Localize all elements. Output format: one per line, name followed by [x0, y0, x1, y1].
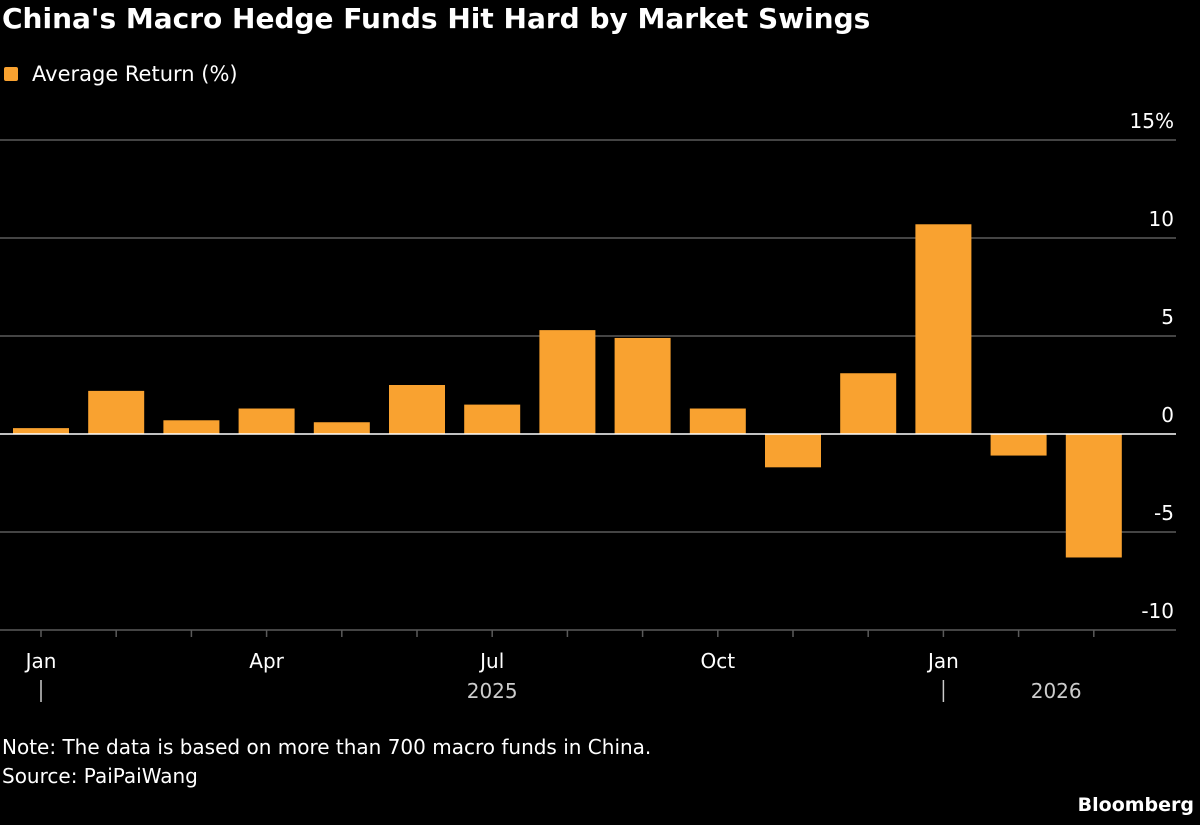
bar-2025-11	[765, 434, 821, 468]
bar-2025-09	[614, 337, 671, 434]
y-tick-label-3: 0	[1161, 403, 1174, 427]
bar-2025-07	[464, 404, 521, 434]
bar-chart: 15% 10 5 0 -5 -10 Jan Apr Jul Oct Jan 2025 2026	[0, 109, 1176, 703]
legend-swatch	[4, 67, 18, 81]
note-text: Note: The data is based on more than 700…	[2, 735, 652, 759]
bar-2026-03	[1065, 434, 1122, 558]
bar-2025-08	[539, 330, 596, 434]
bar-2025-01	[13, 428, 69, 434]
bar-2025-02	[88, 390, 145, 434]
bar-2025-03	[163, 420, 220, 434]
bar-2026-01	[915, 224, 972, 434]
y-tick-label-1: 10	[1149, 207, 1174, 231]
bar-2025-06	[389, 385, 445, 434]
legend-label: Average Return (%)	[32, 62, 238, 86]
bar-2025-05	[313, 422, 370, 434]
x-tick-label-3: Oct	[701, 649, 736, 673]
x-tick-label-1: Apr	[249, 649, 284, 673]
bloomberg-logo: Bloomberg	[1077, 794, 1194, 816]
x-tick-label-4: Jan	[926, 649, 959, 673]
bar-2025-10	[689, 408, 746, 434]
y-tick-label-2: 5	[1161, 305, 1174, 329]
legend: Average Return (%)	[4, 62, 238, 86]
x-tick-label-2: Jul	[478, 649, 504, 673]
bar-2026-02	[990, 434, 1047, 456]
bar-2025-04	[238, 408, 295, 434]
x-tick-label-0: Jan	[24, 649, 57, 673]
y-tick-label-5: -10	[1141, 599, 1174, 623]
chart-title: China's Macro Hedge Funds Hit Hard by Ma…	[2, 2, 871, 35]
bar-2025-12	[840, 373, 897, 434]
year-label-0: 2025	[467, 679, 518, 703]
y-tick-label-4: -5	[1154, 501, 1174, 525]
y-tick-label-0: 15%	[1130, 109, 1174, 133]
year-label-1: 2026	[1031, 679, 1082, 703]
footnote: Note: The data is based on more than 700…	[2, 733, 651, 791]
source-text: Source: PaiPaiWang	[2, 764, 198, 788]
